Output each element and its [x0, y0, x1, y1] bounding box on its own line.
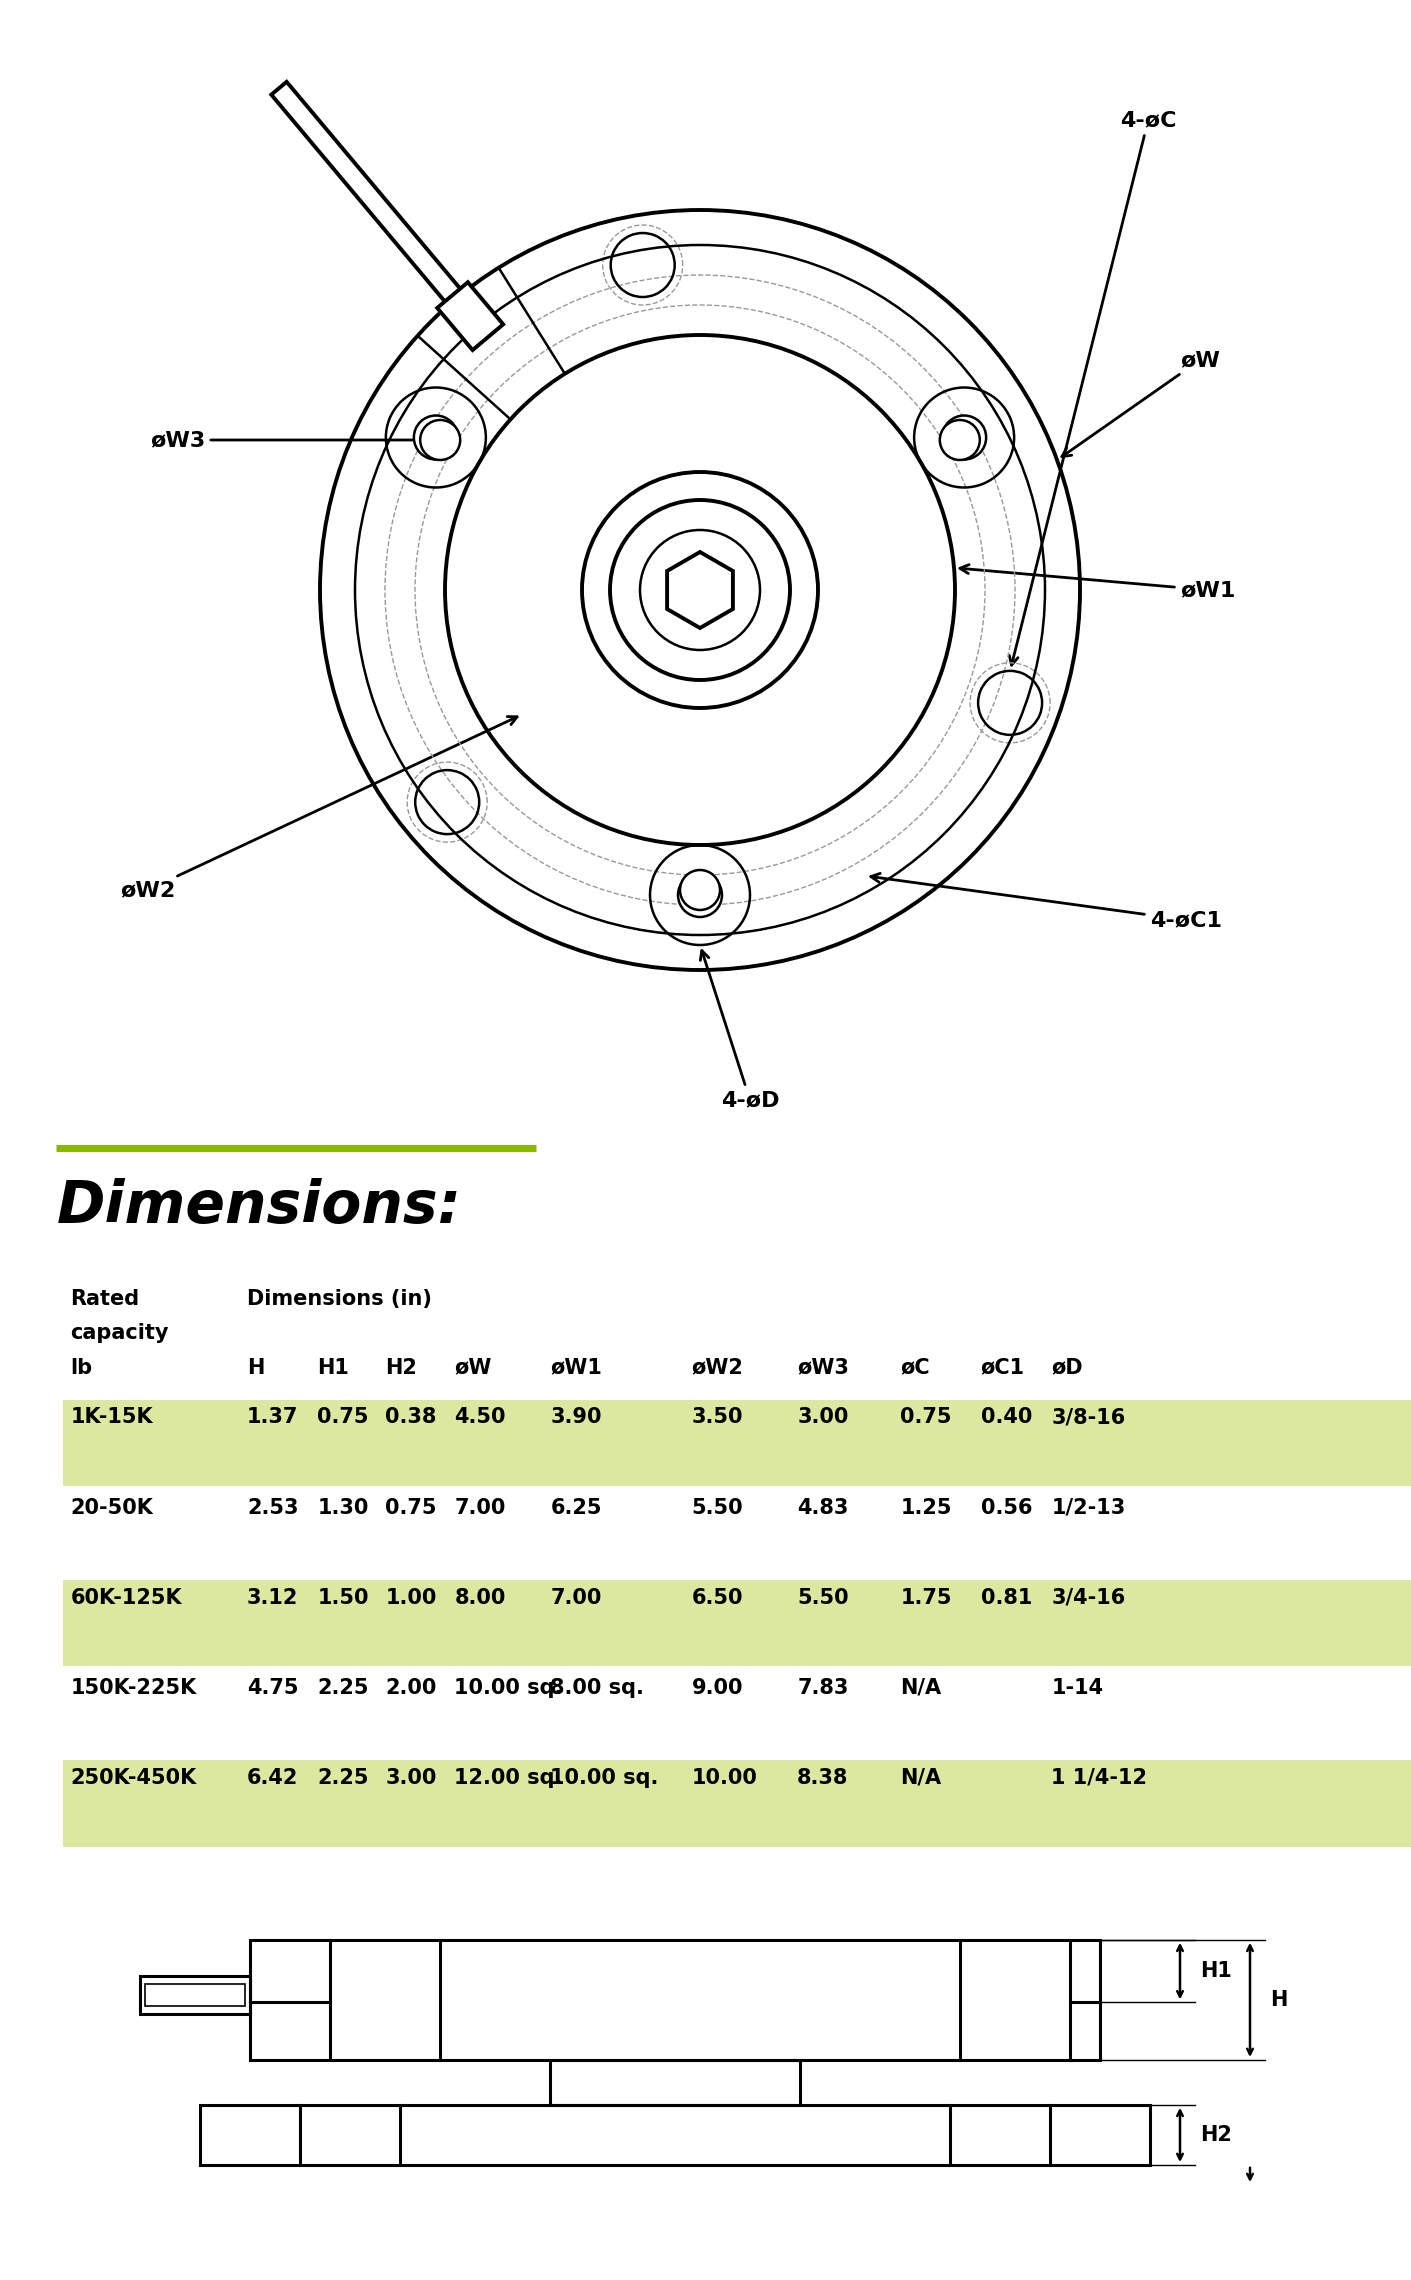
- Text: 6.25: 6.25: [550, 1498, 601, 1518]
- Text: 1.37: 1.37: [247, 1407, 298, 1427]
- Text: 0.75: 0.75: [900, 1407, 951, 1427]
- Text: H2: H2: [1199, 2125, 1232, 2145]
- Text: 8.00: 8.00: [454, 1587, 505, 1607]
- Text: 4-øC1: 4-øC1: [871, 873, 1222, 930]
- Text: 1.25: 1.25: [900, 1498, 951, 1518]
- Text: 9.00: 9.00: [691, 1678, 742, 1699]
- Text: 150K-225K: 150K-225K: [71, 1678, 196, 1699]
- Text: H1: H1: [1199, 1961, 1232, 1981]
- Text: 3.90: 3.90: [550, 1407, 601, 1427]
- Text: 0.56: 0.56: [981, 1498, 1031, 1518]
- Text: øW3: øW3: [797, 1357, 849, 1377]
- Polygon shape: [437, 283, 504, 351]
- Text: øW1: øW1: [550, 1357, 602, 1377]
- Text: 1K-15K: 1K-15K: [71, 1407, 154, 1427]
- Bar: [250, 1940, 1101, 2059]
- Text: 5.50: 5.50: [797, 1587, 849, 1607]
- Text: 10.00 sq.: 10.00 sq.: [550, 1767, 659, 1788]
- Bar: [550, 2059, 800, 2104]
- Bar: [200, 2104, 1150, 2166]
- Text: 3.00: 3.00: [385, 1767, 436, 1788]
- Text: 0.75: 0.75: [317, 1407, 368, 1427]
- Text: 3.50: 3.50: [691, 1407, 742, 1427]
- Text: H1: H1: [317, 1357, 350, 1377]
- Circle shape: [420, 420, 460, 461]
- Text: 1 1/4-12: 1 1/4-12: [1051, 1767, 1147, 1788]
- Text: 0.40: 0.40: [981, 1407, 1031, 1427]
- Text: øW2: øW2: [691, 1357, 744, 1377]
- Text: 10.00: 10.00: [691, 1767, 758, 1788]
- Text: øW3: øW3: [150, 431, 435, 449]
- Text: Dimensions:: Dimensions:: [56, 1179, 461, 1236]
- Bar: [140, 1977, 250, 2013]
- Text: øC1: øC1: [981, 1357, 1024, 1377]
- Text: 3/4-16: 3/4-16: [1051, 1587, 1126, 1607]
- Text: 2.25: 2.25: [317, 1678, 368, 1699]
- Circle shape: [413, 415, 457, 461]
- Text: 0.75: 0.75: [385, 1498, 436, 1518]
- Text: øW1: øW1: [959, 565, 1236, 600]
- Text: H2: H2: [385, 1357, 418, 1377]
- Text: 1.75: 1.75: [900, 1587, 951, 1607]
- Text: 1.30: 1.30: [317, 1498, 368, 1518]
- Bar: [145, 1984, 246, 2006]
- Text: 0.81: 0.81: [981, 1587, 1031, 1607]
- Text: Dimensions (in): Dimensions (in): [247, 1288, 432, 1309]
- Text: 1-14: 1-14: [1051, 1678, 1103, 1699]
- Text: 12.00 sq.: 12.00 sq.: [454, 1767, 563, 1788]
- Text: lb: lb: [71, 1357, 93, 1377]
- Text: 2.53: 2.53: [247, 1498, 298, 1518]
- Text: 3.00: 3.00: [797, 1407, 848, 1427]
- Text: 1/2-13: 1/2-13: [1051, 1498, 1126, 1518]
- Text: 8.38: 8.38: [797, 1767, 848, 1788]
- Bar: [63, 1760, 1411, 1847]
- Text: 3/8-16: 3/8-16: [1051, 1407, 1126, 1427]
- Circle shape: [679, 873, 722, 917]
- Text: 1.50: 1.50: [317, 1587, 368, 1607]
- Text: 6.42: 6.42: [247, 1767, 298, 1788]
- Text: 4.83: 4.83: [797, 1498, 848, 1518]
- Text: øW2: øW2: [120, 716, 516, 901]
- Text: 20-50K: 20-50K: [71, 1498, 154, 1518]
- Text: øW: øW: [1062, 351, 1221, 456]
- Text: 7.00: 7.00: [550, 1587, 601, 1607]
- Text: 4.75: 4.75: [247, 1678, 298, 1699]
- Text: 60K-125K: 60K-125K: [71, 1587, 182, 1607]
- Text: 0.38: 0.38: [385, 1407, 436, 1427]
- Text: 2.00: 2.00: [385, 1678, 436, 1699]
- Text: øC: øC: [900, 1357, 930, 1377]
- Polygon shape: [667, 552, 732, 627]
- Text: øD: øD: [1051, 1357, 1082, 1377]
- Text: 4-øC: 4-øC: [1009, 109, 1177, 666]
- Circle shape: [680, 871, 720, 910]
- Text: 1.00: 1.00: [385, 1587, 436, 1607]
- Text: 2.25: 2.25: [317, 1767, 368, 1788]
- Text: N/A: N/A: [900, 1678, 941, 1699]
- Text: Rated: Rated: [71, 1288, 140, 1309]
- Text: 4-øD: 4-øD: [700, 951, 779, 1110]
- Circle shape: [940, 420, 979, 461]
- Text: H: H: [1270, 1990, 1287, 2011]
- Text: capacity: capacity: [71, 1322, 169, 1343]
- Text: N/A: N/A: [900, 1767, 941, 1788]
- Text: 3.12: 3.12: [247, 1587, 298, 1607]
- Text: H: H: [247, 1357, 264, 1377]
- Text: 8.00 sq.: 8.00 sq.: [550, 1678, 645, 1699]
- Circle shape: [943, 415, 986, 461]
- Text: 5.50: 5.50: [691, 1498, 744, 1518]
- Text: 7.00: 7.00: [454, 1498, 505, 1518]
- Text: 7.83: 7.83: [797, 1678, 848, 1699]
- Bar: [63, 1400, 1411, 1487]
- Text: 4.50: 4.50: [454, 1407, 505, 1427]
- Text: 10.00 sq.: 10.00 sq.: [454, 1678, 563, 1699]
- Text: 6.50: 6.50: [691, 1587, 742, 1607]
- Text: øW: øW: [454, 1357, 491, 1377]
- Text: 250K-450K: 250K-450K: [71, 1767, 196, 1788]
- Bar: [63, 1580, 1411, 1667]
